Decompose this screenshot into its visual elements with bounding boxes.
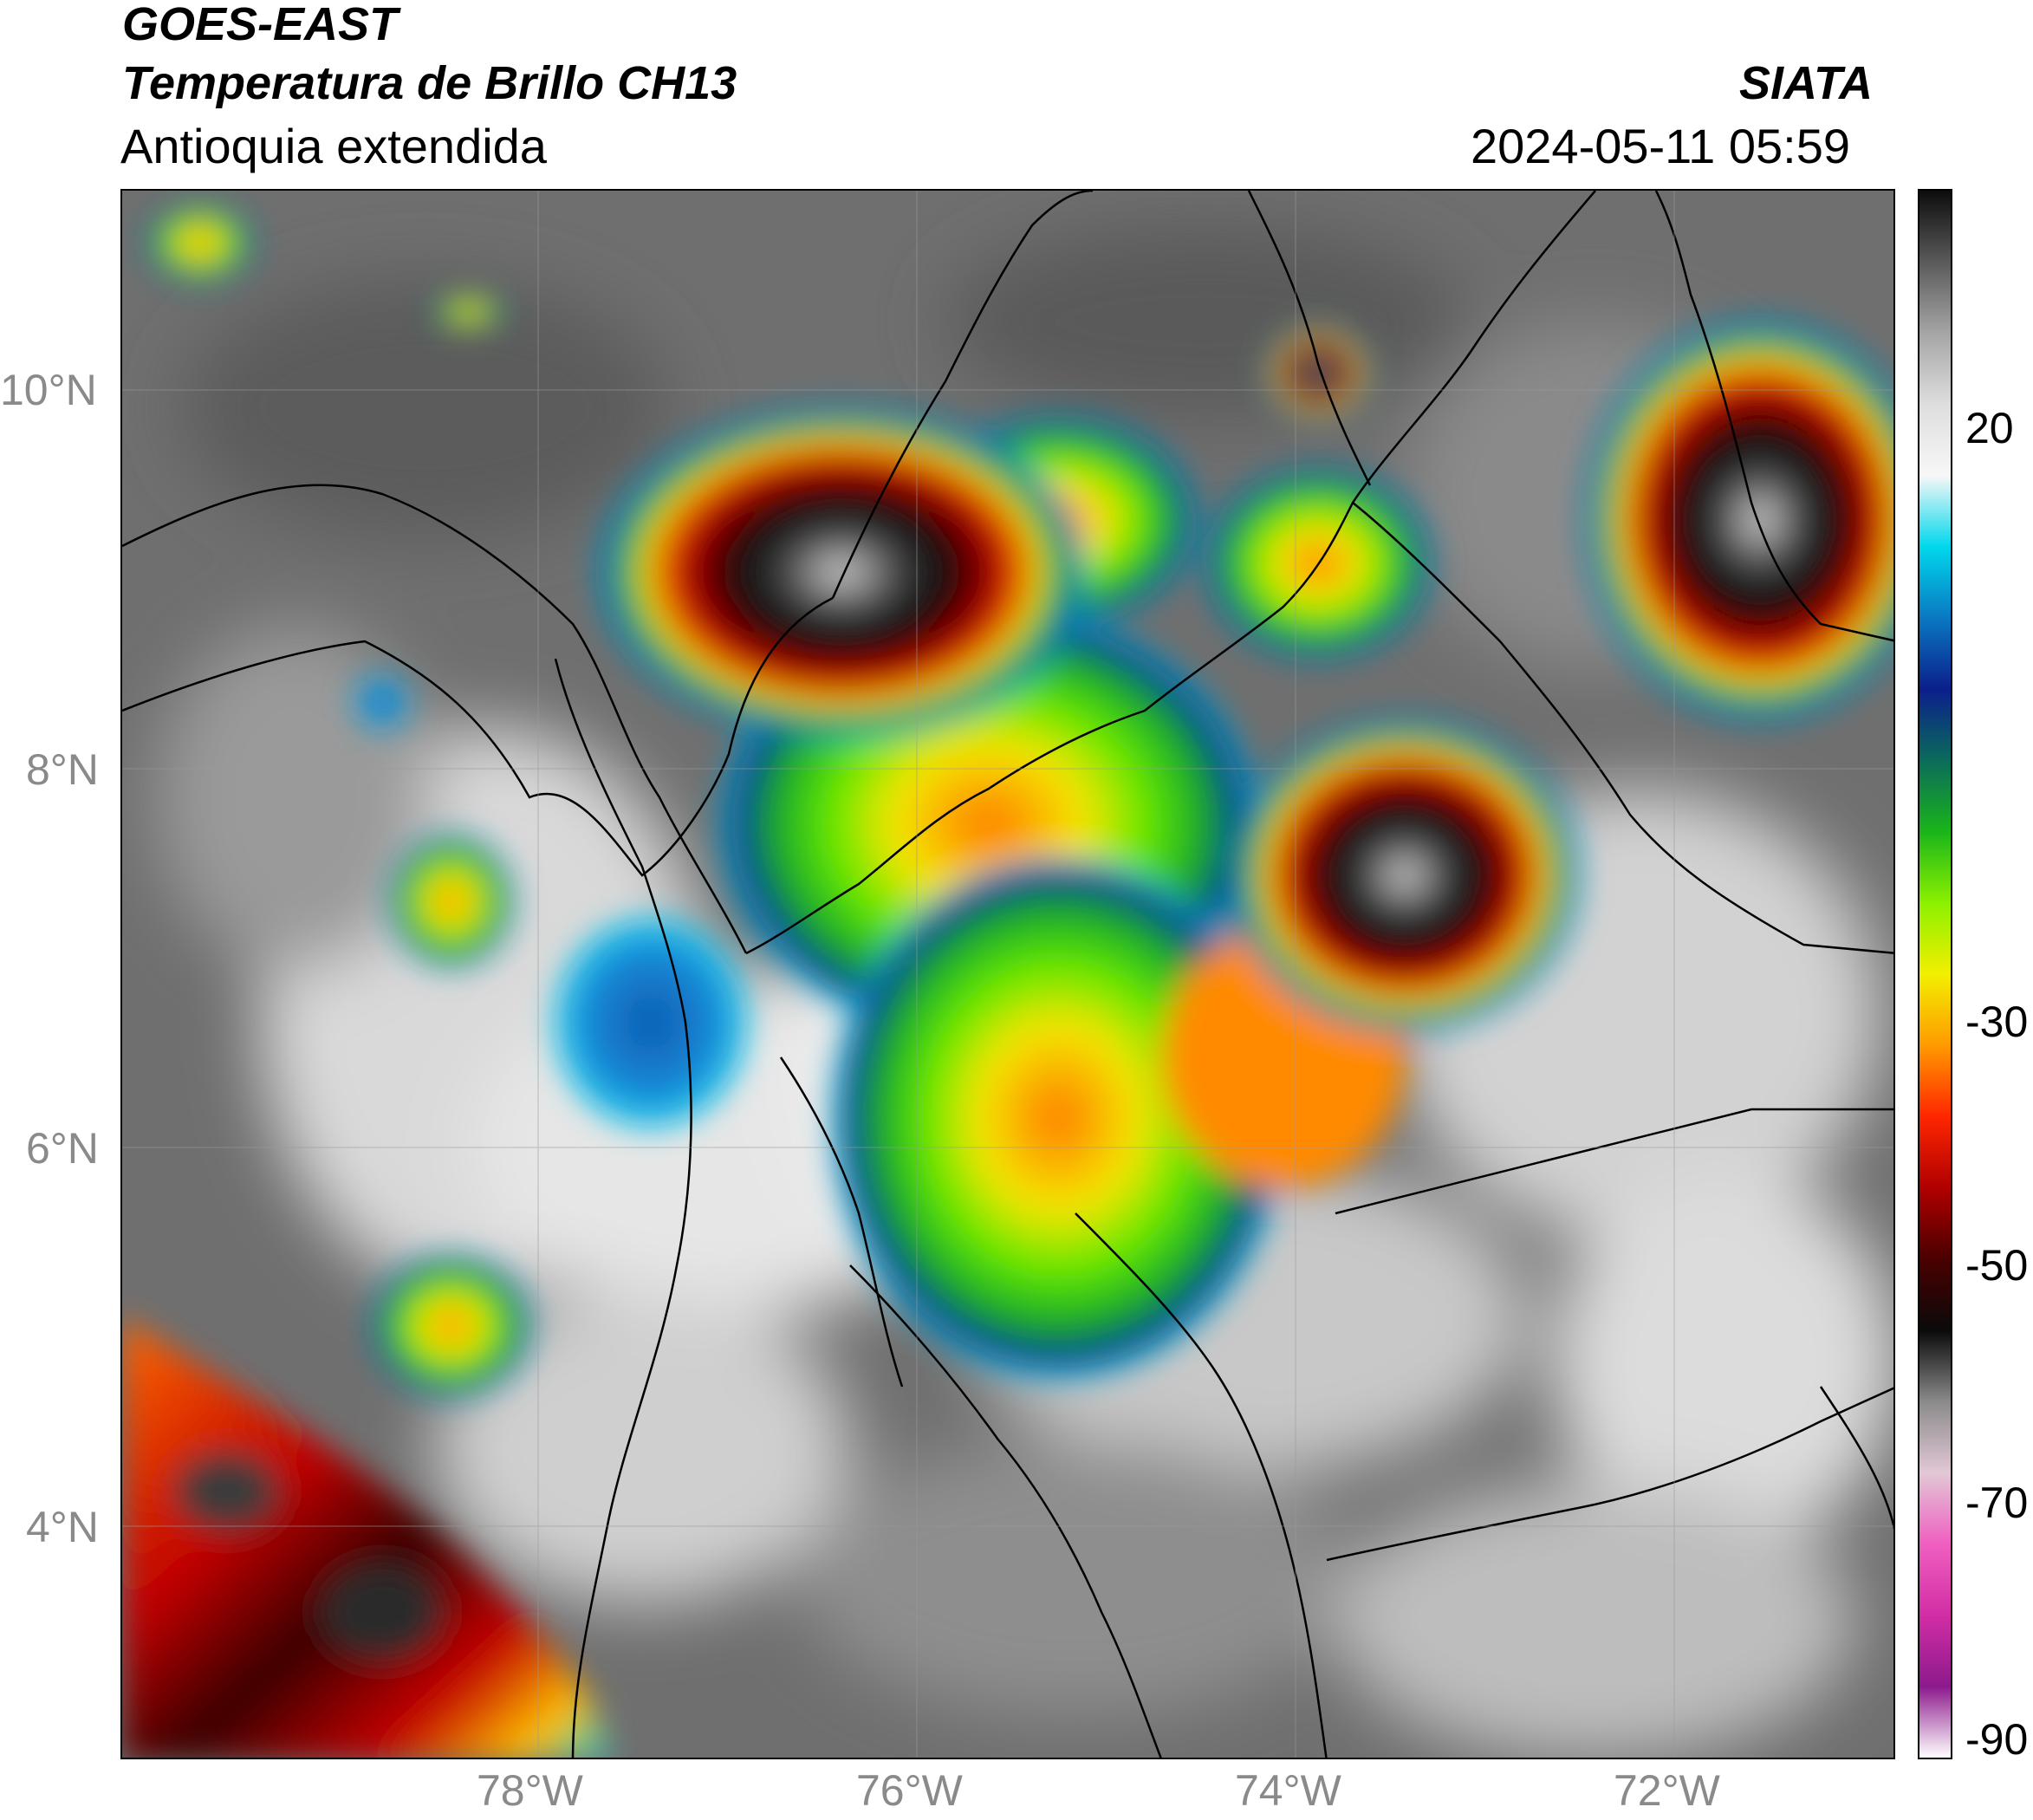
lon-tick-76w: 76°W (856, 1766, 963, 1815)
lon-tick-78w: 78°W (477, 1766, 583, 1815)
colorbar-label-minus50: -50 (1965, 1241, 2029, 1290)
sw-convective-band (122, 1317, 607, 1758)
boundaries (122, 191, 1893, 1758)
graticule (122, 191, 1893, 1758)
lat-tick-8n: 8°N (26, 745, 99, 794)
satellite-title: GOES-EAST (122, 0, 399, 50)
temperature-colorbar (1918, 189, 1952, 1759)
datetime-label: 2024-05-11 05:59 (1471, 119, 1850, 173)
region-subtitle: Antioquia extendida (120, 119, 547, 173)
colorbar-label-minus90: -90 (1965, 1715, 2029, 1764)
map-svg (122, 191, 1893, 1758)
lat-tick-4n: 4°N (26, 1503, 99, 1551)
agency-title: SIATA (1739, 57, 1873, 109)
product-title: Temperatura de Brillo CH13 (122, 57, 737, 109)
lat-tick-10n: 10°N (0, 366, 97, 414)
satellite-map (120, 189, 1895, 1759)
colorbar-label-minus70: -70 (1965, 1479, 2029, 1527)
lon-tick-74w: 74°W (1235, 1766, 1341, 1815)
convective-systems (148, 204, 1893, 1395)
lon-tick-72w: 72°W (1614, 1766, 1720, 1815)
colorbar-label-minus30: -30 (1965, 998, 2029, 1046)
colorbar-label-20: 20 (1965, 404, 2014, 452)
lat-tick-6n: 6°N (26, 1124, 99, 1173)
